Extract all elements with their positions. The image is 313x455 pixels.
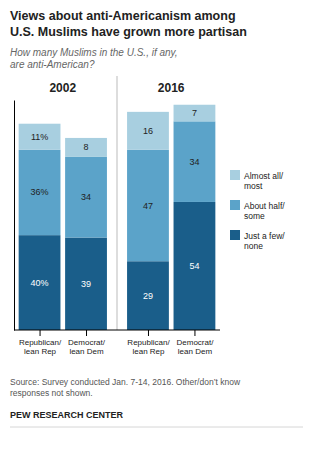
x-axis: Republican/lean Rep Democrat/lean Dem Repu… (14, 330, 220, 356)
bar (174, 121, 216, 202)
x-tick-label-line: Republican/ (19, 338, 62, 347)
legend-label-line: most (244, 181, 263, 191)
subtitle-line: How many Muslims in the U.S., if any, (10, 47, 178, 58)
title: Views about anti-Americanism among U.S. M… (10, 9, 247, 39)
legend-label: About half/some (244, 201, 285, 222)
data-label: 8 (84, 142, 89, 152)
annotation: 2002 (49, 81, 76, 95)
x-tick-label: Republican/lean Rep (19, 338, 62, 356)
data-label: 11% (31, 132, 48, 142)
source-line: responses not shown. (10, 388, 93, 398)
legend-label: Almost all/most (244, 171, 284, 192)
legend-label-line: none (244, 241, 263, 251)
credit: PEW RESEARCH CENTER (10, 410, 124, 420)
x-tick-mark (86, 330, 87, 336)
data-labels: 40% 39 29 54 36% 34 47 34 11% 8 16 7 (31, 108, 200, 301)
y-axis-line (14, 101, 15, 331)
x-tick: Republican/lean Rep (127, 330, 170, 356)
data-label: 16 (143, 126, 153, 136)
annotation: 2016 (158, 81, 185, 95)
x-tick: Democrat/lean Dem (68, 330, 106, 356)
title-line: Views about anti-Americanism among (10, 9, 236, 23)
x-tick-label-line: lean Dem (178, 347, 213, 356)
legend-label-line: Almost all/ (244, 171, 284, 181)
bar (65, 238, 107, 330)
x-tick-label-line: lean Dem (69, 347, 104, 356)
source-line: Source: Survey conducted Jan. 7-14, 2016… (10, 377, 241, 387)
bar (127, 261, 169, 330)
chart: Views about anti-Americanism among U.S. M… (0, 0, 313, 455)
bar (65, 138, 107, 157)
x-tick-mark (40, 330, 41, 336)
legend-swatch (230, 230, 240, 240)
data-label: 34 (189, 157, 199, 167)
legend: Almost all/most About half/some Just a few… (230, 170, 285, 251)
bar (174, 202, 216, 330)
x-tick-label-line: lean Rep (132, 347, 165, 356)
bar (19, 235, 61, 330)
data-label: 29 (143, 291, 153, 301)
legend-swatch (230, 200, 240, 210)
data-label: 47 (143, 201, 153, 211)
subtitle-line: are anti-American? (10, 59, 95, 70)
bar (174, 105, 216, 122)
source: Source: Survey conducted Jan. 7-14, 2016… (10, 377, 241, 398)
bar (65, 157, 107, 238)
y-axis (14, 101, 15, 331)
x-tick-label: Republican/lean Rep (127, 338, 170, 356)
legend-label-line: About half/ (244, 201, 285, 211)
x-tick-label-line: Republican/ (127, 338, 170, 347)
x-tick-label: Democrat/lean Dem (176, 338, 214, 356)
x-tick-label: Democrat/lean Dem (68, 338, 106, 356)
subtitle: How many Muslims in the U.S., if any,are… (10, 47, 178, 70)
data-label: 7 (192, 108, 197, 118)
x-tick: Democrat/lean Dem (176, 330, 214, 356)
data-label: 34 (81, 192, 91, 202)
x-tick-label-line: lean Rep (24, 347, 57, 356)
x-tick-mark (148, 330, 149, 336)
legend-label: Just a few/none (244, 231, 285, 252)
bar (19, 150, 61, 235)
title-line: U.S. Muslims have grown more partisan (10, 25, 247, 39)
data-label: 39 (81, 279, 91, 289)
rule (10, 427, 303, 428)
bar (127, 112, 169, 150)
data-label: 36% (31, 187, 49, 197)
divider (117, 76, 118, 330)
x-tick-mark (194, 330, 195, 336)
x-tick-label-line: Democrat/ (68, 338, 106, 347)
legend-label-line: some (244, 211, 265, 221)
bar (19, 124, 61, 150)
x-tick-label-line: Democrat/ (176, 338, 214, 347)
legend-label-line: Just a few/ (244, 231, 285, 241)
legend-swatch (230, 170, 240, 180)
x-tick: Republican/lean Rep (19, 330, 62, 356)
data-label: 40% (31, 278, 49, 288)
data-label: 54 (189, 261, 199, 271)
x-axis-line (14, 330, 220, 331)
bar (127, 150, 169, 261)
